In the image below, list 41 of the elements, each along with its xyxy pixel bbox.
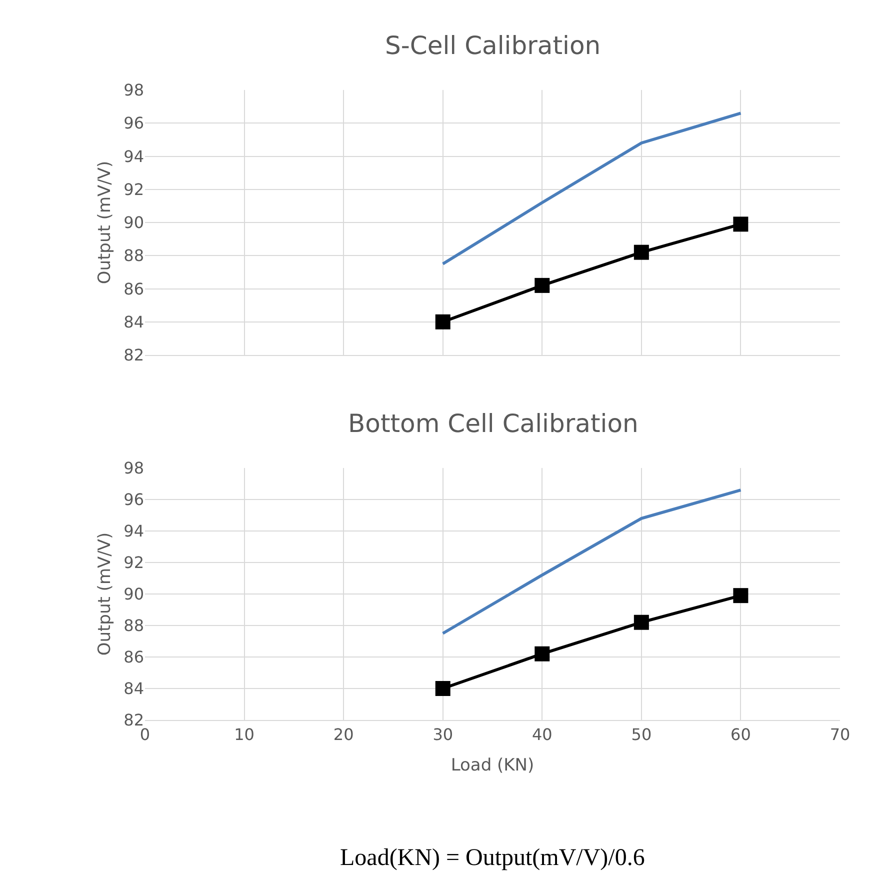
x-axis-title: Load (KN) [450, 756, 534, 776]
y-tick-label: 98 [124, 458, 144, 478]
point [435, 681, 450, 696]
point [435, 314, 450, 330]
chart-title: Bottom Cell Calibration [348, 409, 638, 438]
y-tick-label: 92 [124, 180, 144, 199]
x-tick-label: 0 [140, 725, 150, 744]
point [634, 614, 649, 630]
point [534, 646, 550, 662]
x-tick-label: 30 [432, 725, 454, 744]
point [733, 216, 748, 232]
y-tick-label: 82 [124, 346, 144, 365]
y-tick-label: 84 [124, 312, 144, 332]
y-tick-label: 88 [124, 616, 144, 636]
y-axis-title: Output (mV/V) [95, 532, 116, 656]
y-tick-label: 94 [124, 146, 144, 166]
y-tick-label: 90 [124, 213, 144, 232]
y-tick-label: 96 [124, 114, 144, 133]
x-tick-label: 60 [730, 725, 751, 744]
y-tick-label: 94 [124, 522, 144, 541]
chart-title: S-Cell Calibration [385, 31, 601, 60]
y-tick-label: 86 [124, 279, 144, 298]
point [534, 278, 550, 293]
x-tick-label: 40 [532, 725, 552, 744]
y-tick-label: 84 [124, 679, 144, 698]
y-tick-label: 90 [124, 584, 144, 604]
y-tick-label: 86 [124, 648, 144, 667]
point [634, 244, 649, 260]
y-tick-label: 96 [124, 490, 144, 510]
x-tick-label: 70 [830, 725, 850, 744]
line-series [441, 112, 742, 266]
y-tick-label: 92 [124, 553, 144, 572]
x-tick-label: 10 [234, 725, 254, 744]
text: Load(KN) = Output(mV/V)/0.6 [340, 845, 645, 871]
point [733, 588, 748, 604]
x-tick-label: 20 [333, 725, 354, 744]
y-axis-title: Output (mV/V) [95, 160, 116, 284]
y-tick-label: 88 [124, 246, 144, 266]
y-tick-label: 98 [124, 80, 144, 100]
line-series [441, 488, 742, 635]
x-tick-label: 50 [631, 725, 652, 744]
